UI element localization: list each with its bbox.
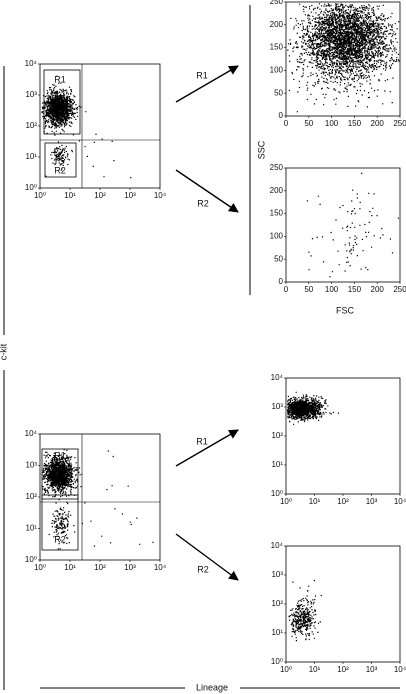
x-tick-label: 10²: [94, 191, 106, 200]
dot-cloud: [50, 141, 73, 171]
x-tick-label: 10⁴: [154, 191, 167, 200]
y-tick-label: 0: [279, 277, 284, 286]
dot-cloud: [41, 449, 83, 501]
y-tick-label: 10³: [271, 570, 283, 579]
dot-cloud: [306, 172, 399, 278]
y-tick-label: 100: [270, 232, 284, 241]
x-tick-label: 10²: [337, 497, 349, 506]
y-tick-label: 10⁰: [25, 555, 37, 564]
x-tick-label: 10⁴: [394, 497, 406, 506]
x-tick-label: 10¹: [309, 665, 321, 674]
x-tick-label: 10³: [366, 497, 378, 506]
ssc-label: SSC: [256, 140, 266, 159]
x-tick-label: 50: [304, 285, 313, 294]
y-tick-label: 10⁴: [271, 541, 284, 550]
x-tick-label: 10²: [94, 563, 106, 572]
dot-cloud: [287, 3, 400, 100]
plot-frame: [285, 545, 401, 663]
y-tick-label: 250: [270, 0, 284, 6]
y-tick-label: 10¹: [25, 152, 37, 161]
plot-frame: [285, 1, 401, 117]
y-tick-label: 10¹: [271, 628, 283, 637]
y-tick-label: 10³: [25, 90, 37, 99]
gate-label: R1: [54, 74, 66, 84]
y-tick-label: 10¹: [25, 524, 37, 533]
dot-cloud: [74, 450, 154, 547]
x-tick-label: 100: [325, 285, 339, 294]
x-tick-label: 150: [348, 119, 362, 128]
x-tick-label: 100: [325, 119, 339, 128]
x-tick-label: 200: [371, 119, 385, 128]
fsc-label: FSC: [336, 305, 355, 315]
y-tick-label: 200: [270, 186, 284, 195]
x-tick-label: 10⁰: [34, 563, 46, 572]
gate-label: R2: [54, 165, 66, 175]
x-tick-label: 10³: [366, 665, 378, 674]
x-axis-label: Lineage: [196, 682, 228, 692]
y-tick-label: 10²: [271, 431, 283, 440]
y-tick-label: 50: [274, 254, 283, 263]
x-tick-label: 10⁴: [394, 665, 406, 674]
x-tick-label: 150: [348, 285, 362, 294]
y-tick-label: 10²: [271, 599, 283, 608]
plot-frame: [285, 167, 401, 283]
arrow: [175, 169, 239, 213]
y-tick-label: 10⁰: [271, 657, 283, 666]
y-tick-label: 10³: [25, 461, 37, 470]
y-tick-label: 200: [270, 20, 284, 29]
x-tick-label: 10⁴: [154, 563, 167, 572]
y-tick-label: 0: [279, 111, 284, 120]
x-tick-label: 50: [304, 119, 313, 128]
x-tick-label: 10¹: [64, 563, 76, 572]
y-axis-label: c-kit: [0, 343, 8, 360]
x-tick-label: 0: [284, 119, 289, 128]
x-tick-label: 10³: [124, 563, 136, 572]
y-tick-label: 10³: [271, 402, 283, 411]
x-tick-label: 10³: [124, 191, 136, 200]
y-tick-label: 10¹: [271, 460, 283, 469]
gate-label: R2: [54, 534, 66, 544]
arrow: [175, 65, 239, 103]
y-tick-label: 10⁰: [271, 489, 283, 498]
x-tick-label: 10¹: [309, 497, 321, 506]
gate: [41, 494, 79, 551]
dot-cloud: [288, 599, 319, 642]
y-tick-label: 10⁴: [271, 373, 284, 382]
y-tick-label: 10²: [25, 492, 37, 501]
arrow-label: R2: [197, 564, 209, 574]
y-tick-label: 10⁴: [25, 59, 38, 68]
y-tick-label: 50: [274, 88, 283, 97]
arrow-label: R1: [196, 436, 208, 446]
x-tick-label: 10²: [337, 665, 349, 674]
y-tick-label: 10²: [25, 121, 37, 130]
y-tick-label: 100: [270, 66, 284, 75]
dot-cloud: [287, 391, 339, 425]
x-tick-label: 200: [371, 285, 385, 294]
arrow-label: R2: [197, 198, 209, 208]
y-tick-label: 250: [270, 163, 284, 172]
x-tick-label: 250: [393, 285, 406, 294]
gate: [44, 142, 77, 178]
arrow: [175, 429, 239, 467]
x-tick-label: 10⁰: [280, 497, 292, 506]
y-tick-label: 10⁴: [25, 429, 38, 438]
x-tick-label: 10⁰: [280, 665, 292, 674]
dot-cloud: [48, 492, 76, 550]
y-tick-label: 150: [270, 209, 284, 218]
x-tick-label: 0: [284, 285, 289, 294]
x-tick-label: 250: [393, 119, 406, 128]
x-tick-label: 10¹: [64, 191, 76, 200]
y-tick-label: 150: [270, 43, 284, 52]
x-tick-label: 10⁰: [34, 191, 46, 200]
y-tick-label: 10⁰: [25, 183, 37, 192]
dot-cloud: [41, 75, 87, 136]
arrow: [175, 533, 239, 581]
arrow-label: R1: [196, 70, 208, 80]
